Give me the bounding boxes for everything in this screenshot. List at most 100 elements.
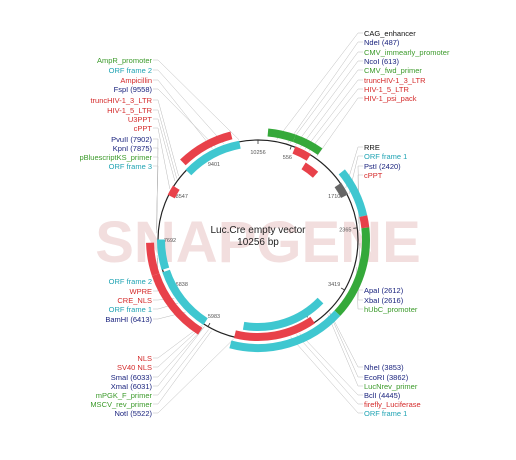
- feature-label[interactable]: pBluescriptKS_primer: [79, 153, 152, 162]
- feature-label[interactable]: cPPT: [364, 171, 383, 180]
- feature-label[interactable]: BamHI (6413): [105, 315, 152, 324]
- feature-label[interactable]: NLS: [137, 354, 152, 363]
- feature-label[interactable]: RRE: [364, 143, 380, 152]
- feature-label[interactable]: cPPT: [134, 124, 153, 133]
- tick-mark: [289, 145, 292, 150]
- feature-label[interactable]: SV40 NLS: [117, 363, 152, 372]
- leader-line: [153, 88, 216, 148]
- feature-label[interactable]: SmaI (6033): [111, 373, 153, 382]
- feature-arc[interactable]: [162, 269, 208, 325]
- feature-arc[interactable]: [167, 185, 180, 199]
- feature-label[interactable]: hUbC_promoter: [364, 305, 418, 314]
- leader-line: [327, 314, 363, 387]
- feature-label[interactable]: ApaI (2612): [364, 286, 404, 295]
- feature-label[interactable]: ORF frame 1: [109, 305, 152, 314]
- plasmid-name: Luc.Cre empty vector: [210, 225, 306, 236]
- feature-arc[interactable]: [151, 273, 203, 335]
- tick-label: 5983: [208, 314, 220, 320]
- leader-line: [316, 97, 363, 157]
- feature-label[interactable]: NdeI (487): [364, 38, 400, 47]
- feature-label[interactable]: ORF frame 2: [109, 277, 152, 286]
- feature-arc[interactable]: [157, 239, 170, 270]
- feature-label[interactable]: XmaI (6031): [111, 382, 153, 391]
- feature-arc[interactable]: [338, 169, 368, 218]
- feature-arc[interactable]: [292, 134, 323, 155]
- feature-label[interactable]: CMV_fwd_primer: [364, 66, 422, 75]
- feature-label[interactable]: ORF frame 1: [364, 152, 407, 161]
- leader-line: [153, 109, 177, 179]
- feature-label[interactable]: NcoI (613): [364, 57, 400, 66]
- feature-label[interactable]: BclI (4445): [364, 391, 401, 400]
- feature-arc[interactable]: [146, 242, 160, 276]
- leader-line: [153, 99, 179, 177]
- feature-label[interactable]: HIV-1_5_LTR: [107, 106, 152, 115]
- feature-label[interactable]: MSCV_rev_primer: [90, 400, 152, 409]
- leader-line: [153, 324, 202, 359]
- feature-label[interactable]: truncHIV-1_3_LTR: [364, 76, 426, 85]
- feature-label[interactable]: AmpR_promoter: [97, 56, 153, 65]
- feature-label[interactable]: ORF frame 3: [109, 162, 152, 171]
- feature-arc[interactable]: [180, 131, 233, 166]
- feature-label[interactable]: Ampicillin: [120, 76, 152, 85]
- tick-mark: [340, 287, 345, 291]
- feature-label[interactable]: HIV-1_5_LTR: [364, 85, 409, 94]
- leader-line: [300, 69, 363, 148]
- feature-label[interactable]: NheI (3853): [364, 363, 404, 372]
- feature-label[interactable]: CMV_immearly_promoter: [364, 48, 450, 57]
- leader-line: [289, 51, 363, 144]
- leader-line: [357, 243, 363, 301]
- feature-label[interactable]: EcoRI (3862): [364, 373, 409, 382]
- plasmid-size: 10256 bp: [237, 237, 279, 248]
- feature-label[interactable]: NotI (5522): [114, 409, 152, 418]
- leader-line: [329, 312, 363, 378]
- feature-label[interactable]: LucNrev_primer: [364, 382, 418, 391]
- feature-label[interactable]: firefly_Luciferase: [364, 400, 421, 409]
- leader-line: [308, 88, 363, 152]
- feature-arc[interactable]: [242, 297, 324, 331]
- leader-line: [153, 118, 176, 182]
- feature-arc[interactable]: [233, 316, 315, 341]
- feature-arc[interactable]: [334, 182, 349, 199]
- feature-label[interactable]: PstI (2420): [364, 162, 401, 171]
- label-leader-lines: [153, 32, 363, 414]
- tick-mark: [207, 322, 211, 327]
- tick-label: 556: [283, 155, 292, 161]
- feature-arc[interactable]: [359, 215, 370, 229]
- tick-label: 3419: [328, 282, 340, 288]
- feature-label[interactable]: CAG_enhancer: [364, 29, 416, 38]
- leader-line: [276, 32, 363, 140]
- leader-line: [153, 326, 205, 387]
- feature-arc[interactable]: [334, 227, 370, 316]
- feature-arc[interactable]: [229, 310, 341, 352]
- leader-line: [153, 338, 234, 414]
- leader-line: [304, 79, 363, 150]
- feature-label[interactable]: PvuII (7902): [111, 135, 152, 144]
- feature-arc[interactable]: [185, 140, 241, 176]
- feature-label[interactable]: WPRE: [130, 287, 153, 296]
- leader-line: [296, 334, 363, 405]
- leader-line: [153, 59, 240, 140]
- feature-arc[interactable]: [301, 162, 319, 178]
- leader-line: [153, 165, 159, 234]
- feature-arc[interactable]: [292, 146, 311, 161]
- leader-line: [153, 326, 205, 378]
- feature-label[interactable]: KpnI (7875): [113, 144, 153, 153]
- feature-label[interactable]: mPGK_F_primer: [96, 391, 153, 400]
- feature-label[interactable]: truncHIV-1_3_LTR: [90, 96, 152, 105]
- feature-label[interactable]: ORF frame 1: [364, 409, 407, 418]
- feature-arcs: [146, 128, 370, 352]
- feature-label[interactable]: XbaI (2616): [364, 296, 404, 305]
- tick-label: 10256: [250, 150, 265, 156]
- leader-line: [290, 336, 363, 414]
- leader-line: [153, 69, 225, 145]
- feature-label[interactable]: CRE_NLS: [117, 296, 152, 305]
- feature-label[interactable]: U3PPT: [128, 115, 153, 124]
- feature-label[interactable]: FspI (9558): [114, 85, 153, 94]
- tick-label: 7692: [164, 238, 176, 244]
- feature-arc[interactable]: [267, 128, 296, 143]
- feature-label[interactable]: HIV-1_psi_pack: [364, 94, 417, 103]
- tick-label: 8547: [176, 194, 188, 200]
- feature-label[interactable]: ORF frame 2: [109, 66, 152, 75]
